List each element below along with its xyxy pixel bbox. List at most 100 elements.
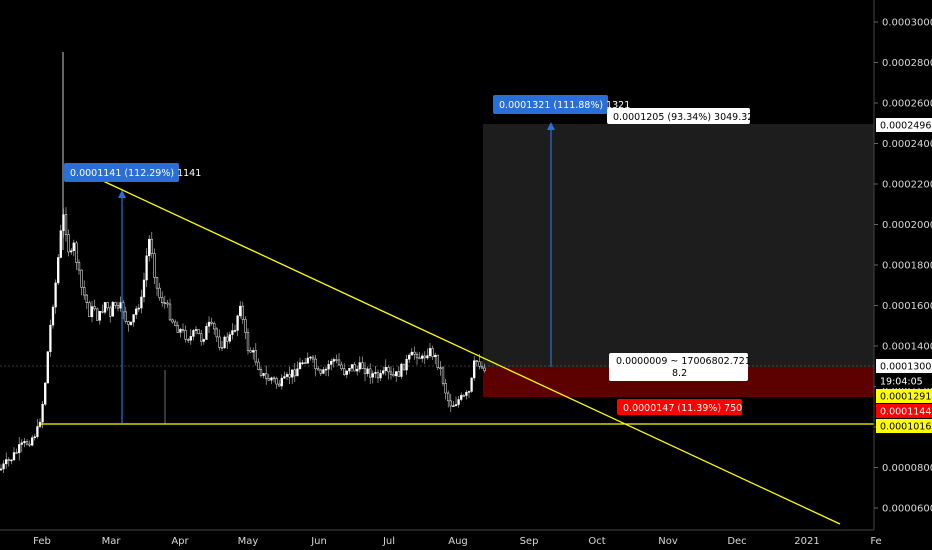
- candle-body: [358, 362, 361, 370]
- candle-body: [301, 362, 304, 364]
- annotation-5-text: 0.0000147 (11.39%) 750: [623, 403, 742, 414]
- candle-body: [142, 279, 146, 298]
- candle-body: [257, 361, 260, 370]
- x-tick-label: Mar: [102, 536, 122, 547]
- candle-body: [223, 336, 226, 349]
- annotation-2[interactable]: 0.0001321 (111.88%) 1321: [493, 95, 630, 114]
- candle-body: [348, 368, 351, 372]
- candle-body: [62, 214, 65, 231]
- candle-body: [220, 347, 224, 349]
- x-tick-label: Feb: [33, 536, 51, 547]
- candle-body: [36, 426, 39, 437]
- candle-body: [324, 368, 328, 371]
- annotation-2-text: 0.0001321 (111.88%) 1321: [499, 100, 630, 111]
- x-tick-label: Jun: [310, 536, 327, 547]
- candle-body: [322, 369, 325, 374]
- y-tick-label: 0.0002800: [882, 58, 932, 69]
- candle-body: [200, 333, 203, 342]
- candle-body: [20, 442, 23, 445]
- candle-body: [49, 324, 52, 353]
- candle-body: [239, 305, 242, 317]
- annotation-3[interactable]: 0.0001205 (93.34%) 3049.32: [607, 108, 753, 124]
- candle-body: [345, 370, 348, 375]
- y-tick-label: 0.0002000: [882, 220, 932, 231]
- candle-body: [434, 354, 437, 358]
- price-tag: [876, 404, 932, 418]
- candle-body: [59, 230, 62, 258]
- candle-body: [0, 468, 3, 471]
- candle-body: [272, 377, 276, 380]
- candle-body: [171, 319, 174, 323]
- candle-body: [249, 350, 252, 353]
- annotation-4-text: 0.0000009 ~ 17006802.721: [616, 356, 751, 367]
- x-tick-label: Oct: [588, 536, 605, 547]
- measure-arrow-2-head: [547, 122, 555, 130]
- candle-body: [311, 356, 315, 360]
- x-axis[interactable]: Feb Mar Apr May Jun Jul Aug Sep Oct Nov Dec 2021 Fe: [33, 536, 882, 547]
- candle-body: [218, 336, 221, 348]
- candle-body: [101, 311, 104, 313]
- price-tag-label: 19:04:05: [880, 377, 923, 388]
- candle-body: [441, 367, 445, 384]
- annotation-5[interactable]: 0.0000147 (11.39%) 750: [617, 399, 742, 415]
- candle-body: [376, 372, 380, 379]
- candle-body: [88, 302, 91, 317]
- candle-body: [109, 307, 112, 317]
- x-tick-label: May: [238, 536, 259, 547]
- candle-body: [205, 325, 208, 340]
- candle-body: [327, 364, 330, 370]
- candle-body: [408, 354, 411, 360]
- candle-body: [483, 367, 486, 372]
- candle-body: [111, 302, 114, 317]
- candle-body: [462, 395, 465, 397]
- candle-body: [428, 348, 432, 356]
- candle-body: [148, 238, 151, 257]
- candle-body: [296, 368, 299, 377]
- candle-body: [457, 399, 460, 405]
- candle-body: [280, 377, 283, 387]
- candle-body: [439, 367, 442, 369]
- candle-body: [51, 306, 55, 326]
- candle-body: [467, 391, 471, 393]
- candle-body: [213, 323, 216, 330]
- candle-body: [423, 355, 426, 359]
- candle-body: [436, 354, 439, 368]
- candle-body: [85, 294, 88, 303]
- candle-body: [314, 358, 317, 370]
- y-tick-label: 0.0002200: [882, 180, 932, 191]
- candle-body: [330, 361, 333, 365]
- candle-body: [473, 360, 476, 379]
- price-tags: 0.0002496 0.0001300 19:04:05 0.0001291 0.000…: [876, 118, 932, 433]
- y-tick-label: 0.0002400: [882, 139, 932, 150]
- candle-body: [402, 363, 406, 371]
- candle-body: [18, 444, 21, 453]
- candle-body: [194, 329, 198, 331]
- candle-body: [119, 302, 122, 309]
- candle-body: [241, 305, 244, 320]
- y-tick-label: 0.0003000: [882, 18, 932, 29]
- annotation-1[interactable]: 0.0001141 (112.29%) 1141: [64, 163, 201, 182]
- candle-body: [374, 372, 377, 374]
- candle-body: [363, 368, 367, 374]
- annotation-4[interactable]: 0.0000009 ~ 17006802.721 8.2: [609, 353, 751, 381]
- candle-body: [116, 305, 120, 309]
- candle-body: [114, 302, 117, 306]
- candle-body: [452, 405, 455, 407]
- candle-body: [155, 277, 159, 289]
- annotation-3-text: 0.0001205 (93.34%) 3049.32: [613, 112, 753, 123]
- candle-body: [267, 378, 270, 381]
- candle-body: [418, 357, 421, 360]
- candle-body: [449, 400, 452, 407]
- candle-body: [103, 302, 107, 313]
- candle-body: [275, 378, 278, 385]
- candle-body: [470, 377, 473, 392]
- candle-body: [389, 371, 393, 375]
- candle-body: [353, 364, 356, 372]
- candle-body: [77, 262, 81, 271]
- candle-body: [231, 330, 234, 335]
- descending-trendline: [102, 180, 841, 525]
- y-tick-label: 0.0002600: [882, 99, 932, 110]
- candle-body: [395, 371, 398, 377]
- candle-body: [187, 339, 190, 341]
